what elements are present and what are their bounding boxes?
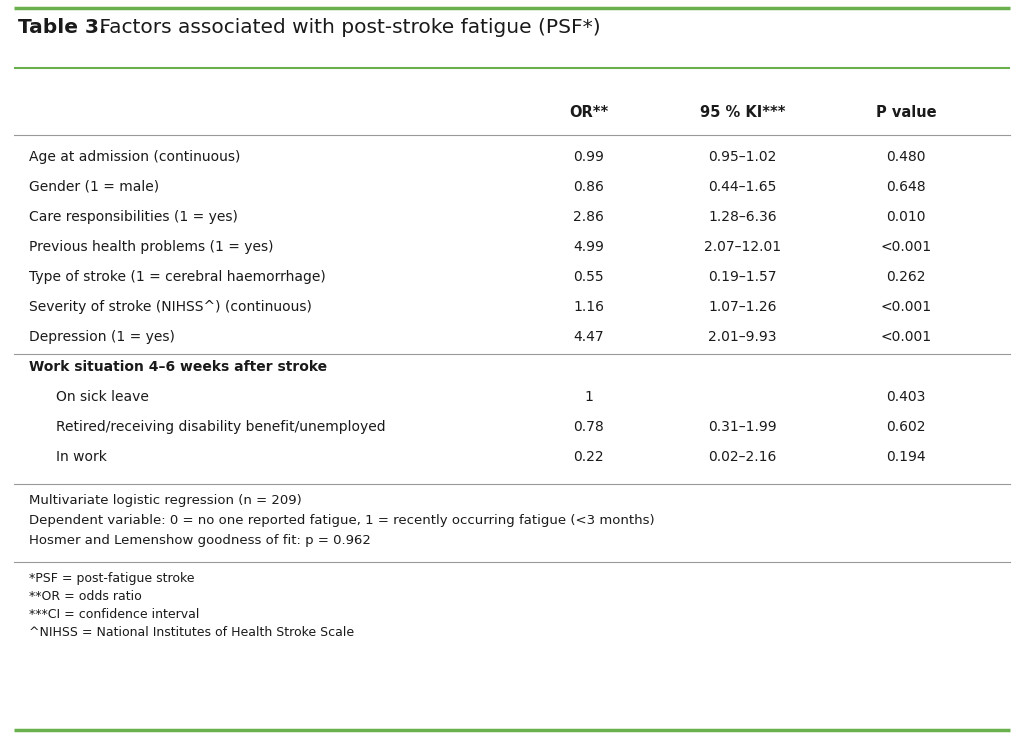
Text: P value: P value — [876, 105, 937, 120]
Text: Type of stroke (1 = cerebral haemorrhage): Type of stroke (1 = cerebral haemorrhage… — [29, 270, 326, 284]
Text: 1.07–1.26: 1.07–1.26 — [709, 300, 776, 314]
Text: 0.22: 0.22 — [573, 450, 604, 464]
Text: Age at admission (continuous): Age at admission (continuous) — [29, 150, 240, 164]
Text: Retired/receiving disability benefit/unemployed: Retired/receiving disability benefit/une… — [56, 420, 386, 434]
Text: 0.010: 0.010 — [887, 210, 926, 224]
Text: <0.001: <0.001 — [881, 300, 932, 314]
Text: Factors associated with post-stroke fatigue (PSF*): Factors associated with post-stroke fati… — [93, 18, 601, 37]
Text: 4.47: 4.47 — [573, 330, 604, 344]
Text: 0.55: 0.55 — [573, 270, 604, 284]
Text: Table 3.: Table 3. — [18, 18, 106, 37]
Text: 1.16: 1.16 — [573, 300, 604, 314]
Text: <0.001: <0.001 — [881, 330, 932, 344]
Text: 0.02–2.16: 0.02–2.16 — [709, 450, 776, 464]
Text: 2.07–12.01: 2.07–12.01 — [703, 240, 781, 254]
Text: On sick leave: On sick leave — [56, 390, 150, 404]
Text: 0.86: 0.86 — [573, 180, 604, 194]
Text: 1: 1 — [585, 390, 593, 404]
Text: 2.86: 2.86 — [573, 210, 604, 224]
Text: <0.001: <0.001 — [881, 240, 932, 254]
Text: 0.262: 0.262 — [887, 270, 926, 284]
Text: *PSF = post-fatigue stroke: *PSF = post-fatigue stroke — [29, 572, 195, 585]
Text: 4.99: 4.99 — [573, 240, 604, 254]
Text: **OR = odds ratio: **OR = odds ratio — [29, 590, 141, 603]
Text: OR**: OR** — [569, 105, 608, 120]
Text: Care responsibilities (1 = yes): Care responsibilities (1 = yes) — [29, 210, 238, 224]
Text: Dependent variable: 0 = no one reported fatigue, 1 = recently occurring fatigue : Dependent variable: 0 = no one reported … — [29, 514, 654, 527]
Text: 0.648: 0.648 — [887, 180, 926, 194]
Text: 95 % KI***: 95 % KI*** — [699, 105, 785, 120]
Text: Gender (1 = male): Gender (1 = male) — [29, 180, 159, 194]
Text: 0.44–1.65: 0.44–1.65 — [709, 180, 776, 194]
Text: ^NIHSS = National Institutes of Health Stroke Scale: ^NIHSS = National Institutes of Health S… — [29, 626, 354, 639]
Text: 0.99: 0.99 — [573, 150, 604, 164]
Text: 2.01–9.93: 2.01–9.93 — [709, 330, 776, 344]
Text: 0.95–1.02: 0.95–1.02 — [709, 150, 776, 164]
Text: 1.28–6.36: 1.28–6.36 — [708, 210, 777, 224]
Text: 0.194: 0.194 — [887, 450, 926, 464]
Text: 0.78: 0.78 — [573, 420, 604, 434]
Text: 0.31–1.99: 0.31–1.99 — [708, 420, 777, 434]
Text: Multivariate logistic regression (n = 209): Multivariate logistic regression (n = 20… — [29, 494, 301, 507]
Text: Severity of stroke (NIHSS^) (continuous): Severity of stroke (NIHSS^) (continuous) — [29, 300, 311, 314]
Text: 0.602: 0.602 — [887, 420, 926, 434]
Text: 0.480: 0.480 — [887, 150, 926, 164]
Text: Hosmer and Lemenshow goodness of fit: p = 0.962: Hosmer and Lemenshow goodness of fit: p … — [29, 534, 371, 547]
Text: In work: In work — [56, 450, 108, 464]
Text: 0.19–1.57: 0.19–1.57 — [709, 270, 776, 284]
Text: ***CI = confidence interval: ***CI = confidence interval — [29, 608, 199, 621]
Text: 0.403: 0.403 — [887, 390, 926, 404]
Text: Depression (1 = yes): Depression (1 = yes) — [29, 330, 174, 344]
Text: Previous health problems (1 = yes): Previous health problems (1 = yes) — [29, 240, 273, 254]
Text: Work situation 4–6 weeks after stroke: Work situation 4–6 weeks after stroke — [29, 360, 327, 374]
